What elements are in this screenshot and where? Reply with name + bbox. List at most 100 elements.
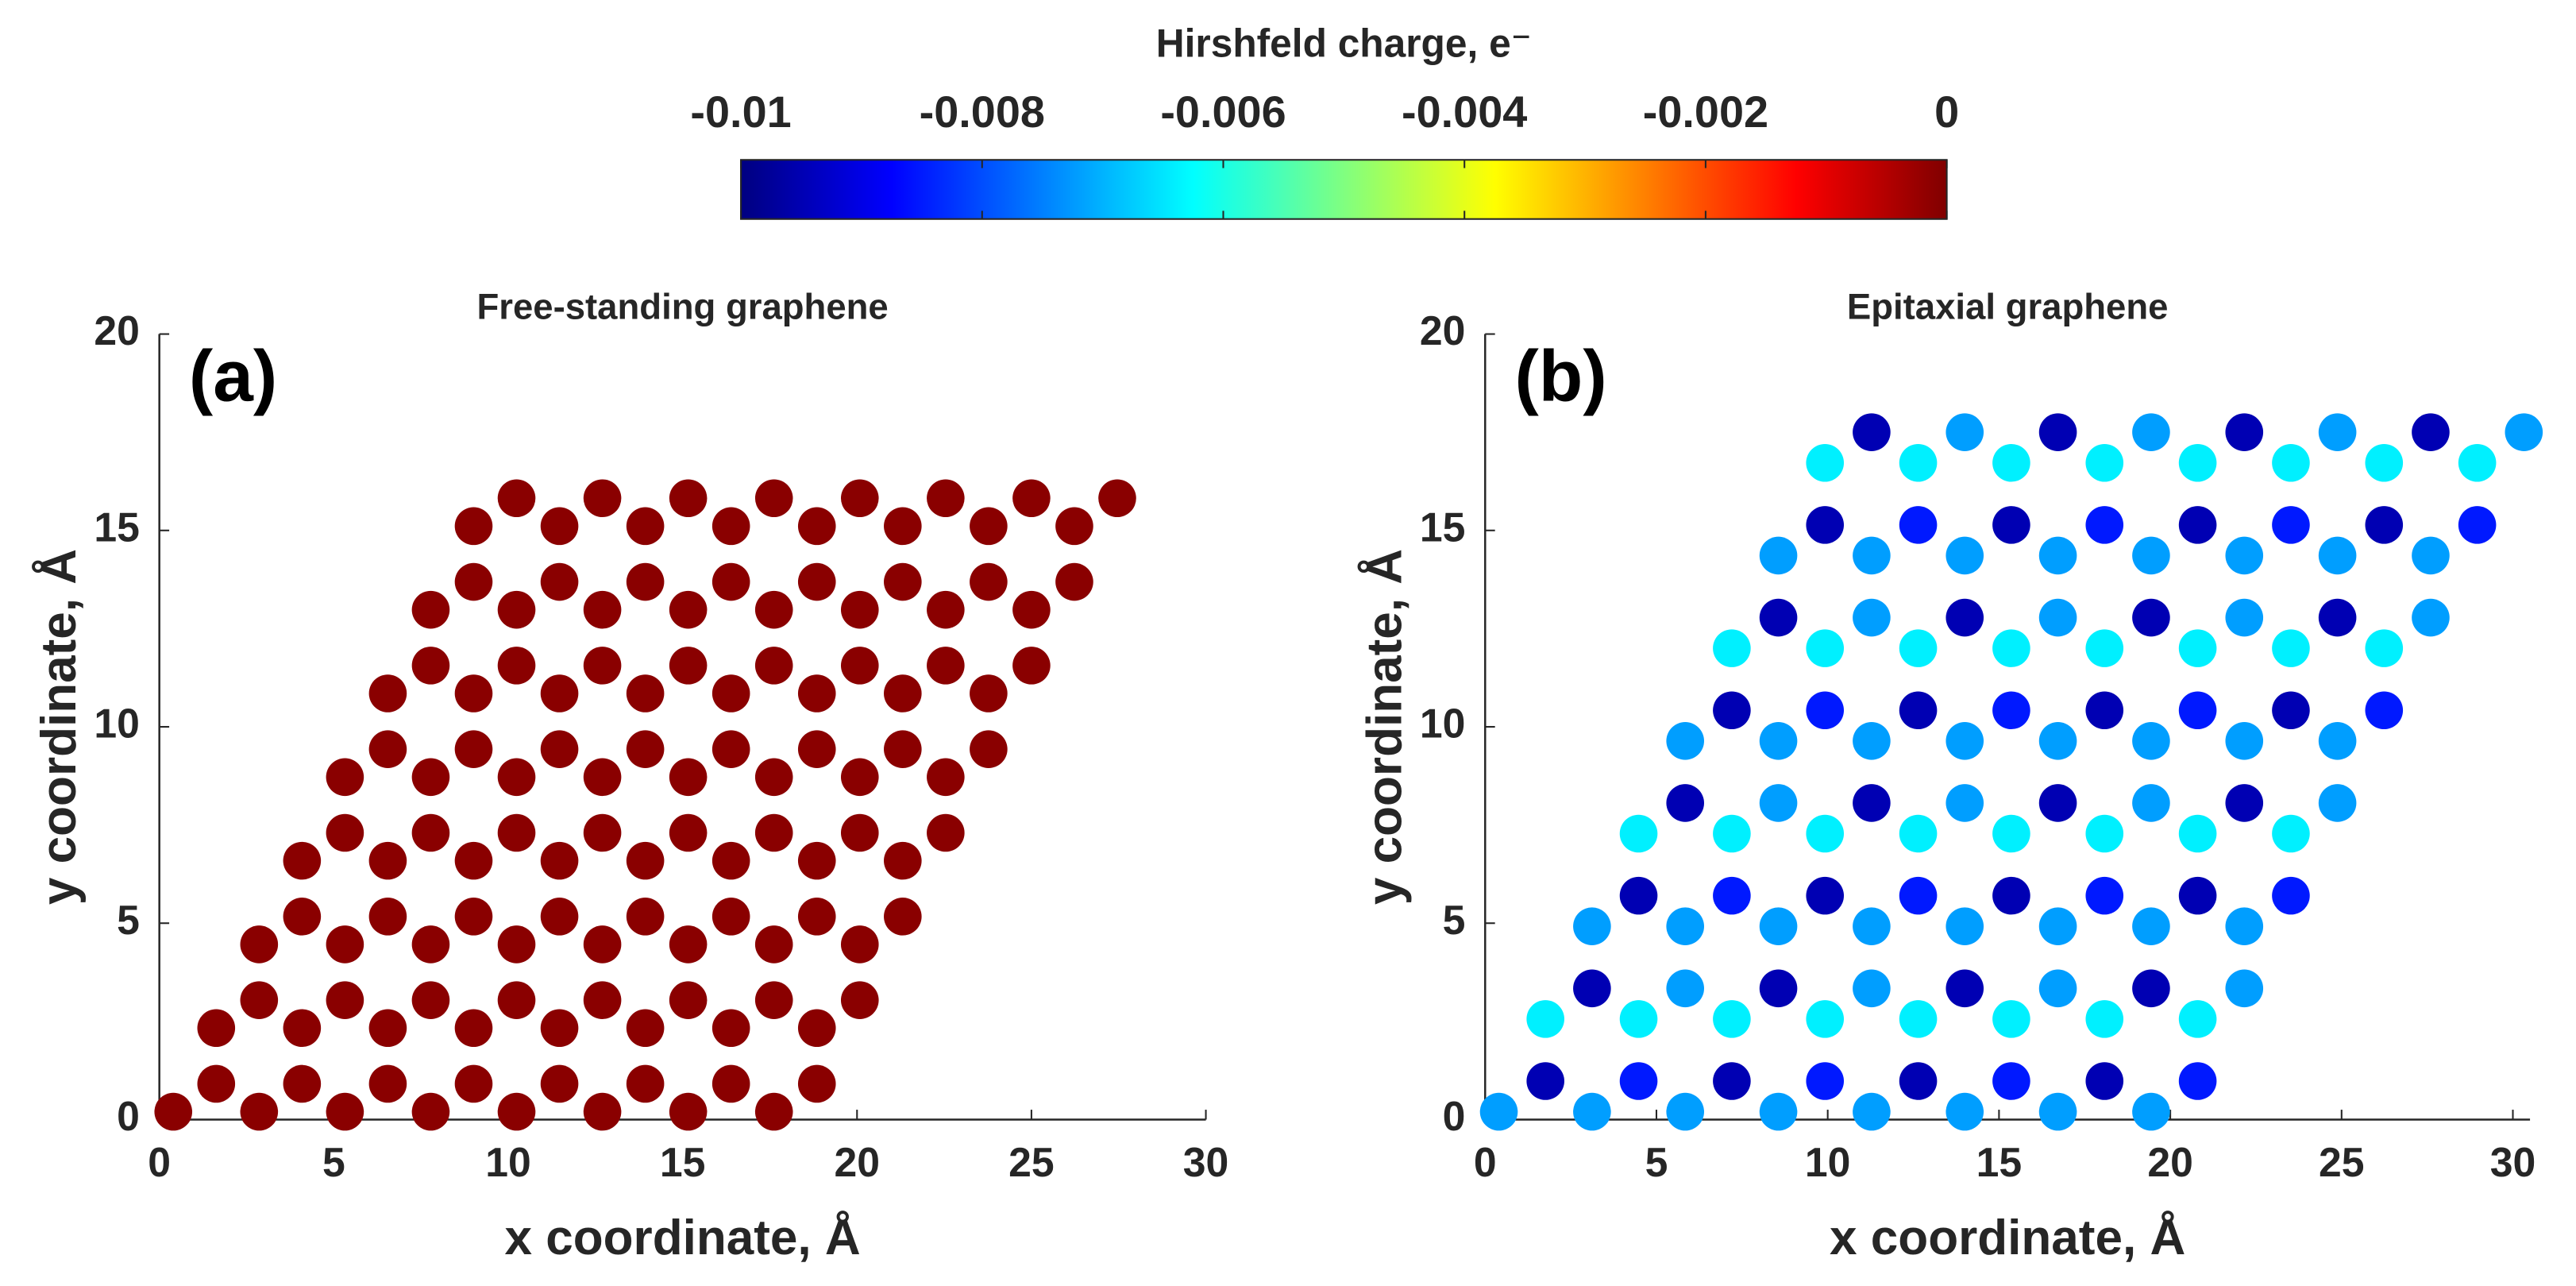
atom <box>497 647 536 685</box>
atom <box>669 813 708 852</box>
atom <box>1992 629 2030 667</box>
atom <box>840 981 879 1019</box>
atom <box>927 813 965 852</box>
atom <box>754 925 793 964</box>
atom <box>754 813 793 852</box>
x-tick-label: 5 <box>322 1139 345 1185</box>
atom <box>2225 784 2264 822</box>
atom <box>1806 506 1845 544</box>
atom <box>583 925 622 964</box>
atom <box>840 925 879 964</box>
atom <box>1806 443 1845 482</box>
atom <box>583 813 622 852</box>
atom <box>1713 876 1751 915</box>
atom <box>1666 969 1705 1008</box>
x-tick-label: 30 <box>2490 1139 2536 1185</box>
atom <box>2225 907 2264 945</box>
panel-title: Free-standing graphene <box>476 287 888 327</box>
atom <box>669 925 708 964</box>
atom <box>1945 722 1984 760</box>
atom <box>1713 814 1751 853</box>
atom <box>1806 1062 1845 1100</box>
atom <box>669 1092 708 1131</box>
atom <box>1945 969 1984 1008</box>
colorbar-tick-label: -0.002 <box>1643 87 1768 137</box>
atom <box>1945 598 1984 637</box>
atom <box>326 1092 364 1131</box>
atom <box>2038 969 2077 1008</box>
atom <box>2365 443 2404 482</box>
atom <box>1992 506 2030 544</box>
atom <box>497 590 536 629</box>
atom <box>884 562 922 601</box>
atom <box>1945 413 1984 451</box>
atom <box>797 674 836 713</box>
atom <box>2365 691 2404 730</box>
atom <box>669 479 708 518</box>
atom <box>1899 1000 1938 1038</box>
atom <box>240 1092 279 1131</box>
atom <box>2132 413 2170 451</box>
atom <box>2272 629 2310 667</box>
atom <box>583 590 622 629</box>
atom <box>840 590 879 629</box>
atom <box>283 841 322 880</box>
atom <box>1573 907 1611 945</box>
x-tick-label: 0 <box>148 1139 171 1185</box>
atom <box>2132 722 2170 760</box>
atom <box>2085 814 2124 853</box>
x-tick-label: 10 <box>485 1139 531 1185</box>
atom <box>840 647 879 685</box>
y-tick-label: 20 <box>1420 307 1466 353</box>
atom <box>240 925 279 964</box>
atom <box>1853 1092 1891 1131</box>
atom <box>1573 969 1611 1008</box>
atom <box>540 898 579 936</box>
atom <box>540 1009 579 1048</box>
atom <box>2178 443 2217 482</box>
atom <box>711 898 750 936</box>
atom <box>1992 876 2030 915</box>
atom <box>540 841 579 880</box>
atom <box>711 1064 750 1103</box>
atom <box>626 730 665 768</box>
atom <box>1806 691 1845 730</box>
atom <box>840 813 879 852</box>
y-tick-label: 5 <box>117 897 140 943</box>
atom <box>326 813 364 852</box>
atom <box>1853 536 1891 575</box>
atom <box>454 1064 493 1103</box>
atom <box>2132 1092 2170 1131</box>
atom <box>2458 506 2497 544</box>
atom <box>1713 1000 1751 1038</box>
atom <box>1759 969 1798 1008</box>
atom <box>970 674 1008 713</box>
atom <box>1806 629 1845 667</box>
x-axis-label: x coordinate, Å <box>1830 1210 2185 1265</box>
atom <box>368 1064 407 1103</box>
atom <box>1853 598 1891 637</box>
atom <box>1055 507 1093 546</box>
atom <box>2178 814 2217 853</box>
atom <box>2225 722 2264 760</box>
atom <box>368 674 407 713</box>
atom <box>754 590 793 629</box>
atom <box>1526 1062 1564 1100</box>
atom <box>2132 969 2170 1008</box>
y-tick-label: 0 <box>1443 1093 1466 1139</box>
x-tick-label: 5 <box>1645 1139 1668 1185</box>
atom <box>411 758 450 797</box>
atom <box>2085 629 2124 667</box>
atom <box>797 841 836 880</box>
atom <box>797 1064 836 1103</box>
colorbar-tick-label: -0.01 <box>690 87 791 137</box>
atom <box>797 730 836 768</box>
atom <box>669 647 708 685</box>
atom <box>1012 647 1051 685</box>
atom <box>1666 722 1705 760</box>
atom <box>2085 691 2124 730</box>
atom <box>1759 536 1798 575</box>
atom <box>626 562 665 601</box>
colorbar <box>740 159 1948 220</box>
atom <box>2085 876 2124 915</box>
